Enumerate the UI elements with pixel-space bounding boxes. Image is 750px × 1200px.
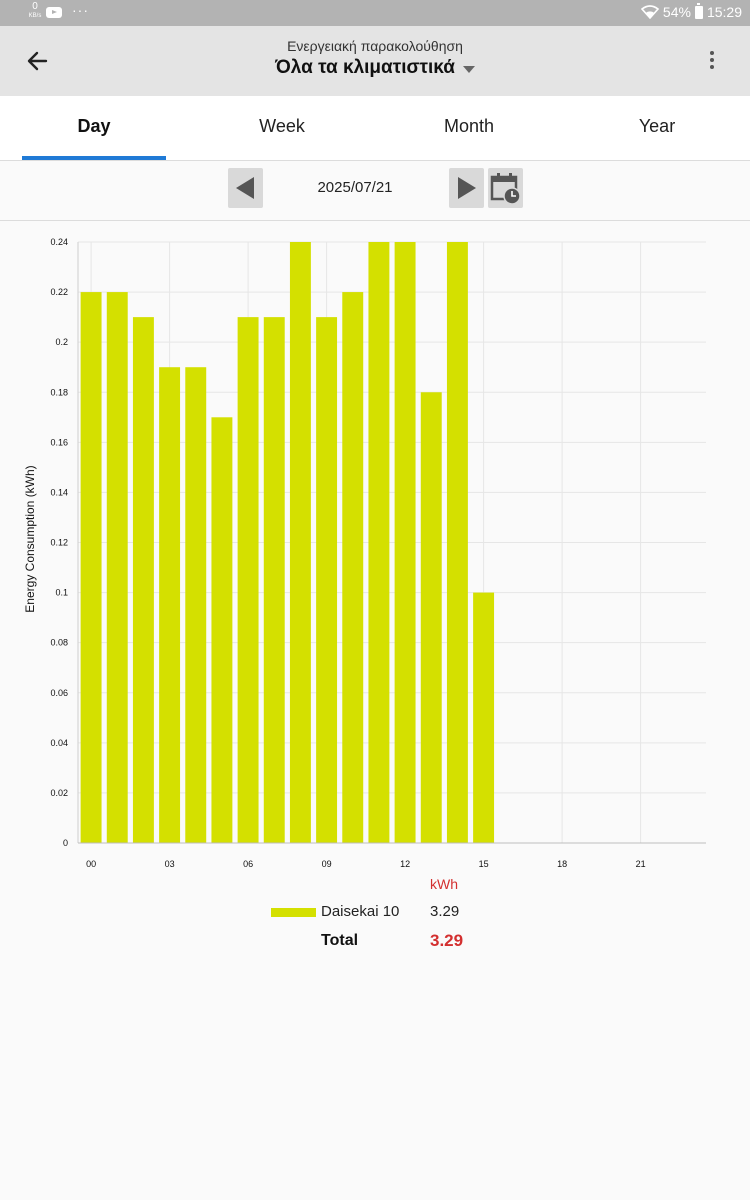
next-date-button[interactable] bbox=[449, 168, 484, 208]
x-tick-label: 00 bbox=[86, 859, 96, 869]
network-speed-value: 0 bbox=[32, 1, 38, 12]
battery-icon bbox=[694, 2, 703, 19]
chart-bar[interactable] bbox=[316, 317, 338, 843]
chart-canvas: 0 0.02 0.04 0.06 0.08 0.1 0.12 0.14 0.16 0.18 0.2 0… bbox=[50, 237, 706, 869]
network-speed-indicator: 0 KB/s bbox=[26, 1, 44, 20]
app-header: Ενεργειακή παρακολούθηση Όλα τα κλιματισ… bbox=[0, 26, 750, 96]
tab-year[interactable]: Year bbox=[638, 116, 676, 136]
chart-legend: kWh Daisekai 10 3.29 Total 3.29 bbox=[0, 874, 750, 964]
wifi-icon bbox=[640, 5, 659, 19]
more-vert-icon bbox=[710, 51, 714, 55]
x-tick-label: 18 bbox=[557, 859, 567, 869]
x-tick-label: 09 bbox=[322, 859, 332, 869]
y-tick-label: 0.18 bbox=[50, 387, 68, 397]
current-date: 2025/07/21 bbox=[317, 179, 393, 196]
chart-bar[interactable] bbox=[211, 417, 233, 843]
y-tick-label: 0.08 bbox=[50, 638, 68, 648]
chart-bar[interactable] bbox=[263, 317, 285, 843]
total-value: 3.29 bbox=[430, 931, 464, 950]
caret-down-icon bbox=[462, 65, 475, 73]
chart-bar[interactable] bbox=[368, 242, 390, 843]
clock: 15:29 bbox=[706, 4, 742, 20]
previous-date-button[interactable] bbox=[228, 168, 263, 208]
total-label: Total bbox=[321, 932, 359, 949]
chart-bar[interactable] bbox=[185, 367, 207, 843]
chart-bars bbox=[80, 242, 495, 843]
device-selector-dropdown[interactable]: Όλα τα κλιματιστικά bbox=[275, 57, 475, 79]
chart-bar[interactable] bbox=[237, 317, 259, 843]
active-tab-indicator bbox=[22, 156, 166, 160]
x-tick-label: 03 bbox=[165, 859, 175, 869]
legend-unit: kWh bbox=[430, 876, 458, 892]
legend-swatch bbox=[271, 908, 316, 917]
youtube-notification-icon bbox=[46, 7, 62, 18]
chart-bar[interactable] bbox=[394, 242, 416, 843]
chart-bar[interactable] bbox=[446, 242, 468, 843]
y-tick-label: 0.12 bbox=[50, 538, 68, 548]
chart-bar[interactable] bbox=[80, 292, 102, 843]
y-tick-label: 0.24 bbox=[50, 237, 68, 247]
y-tick-label: 0.2 bbox=[55, 337, 68, 347]
arrow-left-icon bbox=[27, 51, 48, 71]
chart-bar[interactable] bbox=[473, 592, 495, 843]
x-tick-label: 21 bbox=[636, 859, 646, 869]
overflow-menu-button[interactable] bbox=[702, 51, 722, 73]
back-button[interactable] bbox=[22, 46, 54, 76]
chart-axes: 0 0.02 0.04 0.06 0.08 0.1 0.12 0.14 0.16 0.18 0.2 0… bbox=[50, 237, 706, 869]
y-tick-label: 0.14 bbox=[50, 487, 68, 497]
status-bar: 0 KB/s ··· 54% 15:29 bbox=[0, 0, 750, 26]
energy-chart: Energy Consumption (kWh) 0 0.02 0.04 0.06 0.… bbox=[0, 222, 750, 882]
header-subtitle: Ενεργειακή παρακολούθηση bbox=[287, 38, 463, 54]
chart-bar[interactable] bbox=[132, 317, 154, 843]
y-tick-label: 0.04 bbox=[50, 738, 68, 748]
y-axis-title: Energy Consumption (kWh) bbox=[23, 465, 37, 613]
more-notifications-icon: ··· bbox=[72, 2, 89, 18]
tab-week[interactable]: Week bbox=[259, 116, 305, 136]
y-tick-label: 0.02 bbox=[50, 788, 68, 798]
chart-bar[interactable] bbox=[106, 292, 128, 843]
y-tick-label: 0.16 bbox=[50, 437, 68, 447]
x-tick-label: 15 bbox=[479, 859, 489, 869]
y-tick-label: 0.06 bbox=[50, 688, 68, 698]
tab-month[interactable]: Month bbox=[443, 116, 495, 136]
y-tick-label: 0.22 bbox=[50, 287, 68, 297]
network-speed-unit: KB/s bbox=[28, 13, 42, 19]
calendar-button[interactable] bbox=[488, 168, 523, 208]
y-tick-label: 0 bbox=[63, 838, 68, 848]
chart-bar[interactable] bbox=[289, 242, 311, 843]
x-tick-label: 06 bbox=[243, 859, 253, 869]
date-navigation: 2025/07/21 bbox=[0, 161, 750, 221]
tab-day[interactable]: Day bbox=[77, 116, 111, 136]
period-tabs: Day Week Month Year bbox=[0, 96, 750, 161]
calendar-clock-icon bbox=[490, 173, 521, 205]
chart-bar[interactable] bbox=[342, 292, 364, 843]
x-tick-label: 12 bbox=[400, 859, 410, 869]
battery-percentage: 54% bbox=[662, 4, 691, 20]
header-title: Όλα τα κλιματιστικά bbox=[275, 57, 455, 78]
chart-bar[interactable] bbox=[420, 392, 442, 843]
y-tick-label: 0.1 bbox=[55, 588, 68, 598]
chart-bar[interactable] bbox=[159, 367, 181, 843]
legend-device-name: Daisekai 10 bbox=[321, 903, 400, 920]
legend-device-value: 3.29 bbox=[430, 903, 460, 920]
